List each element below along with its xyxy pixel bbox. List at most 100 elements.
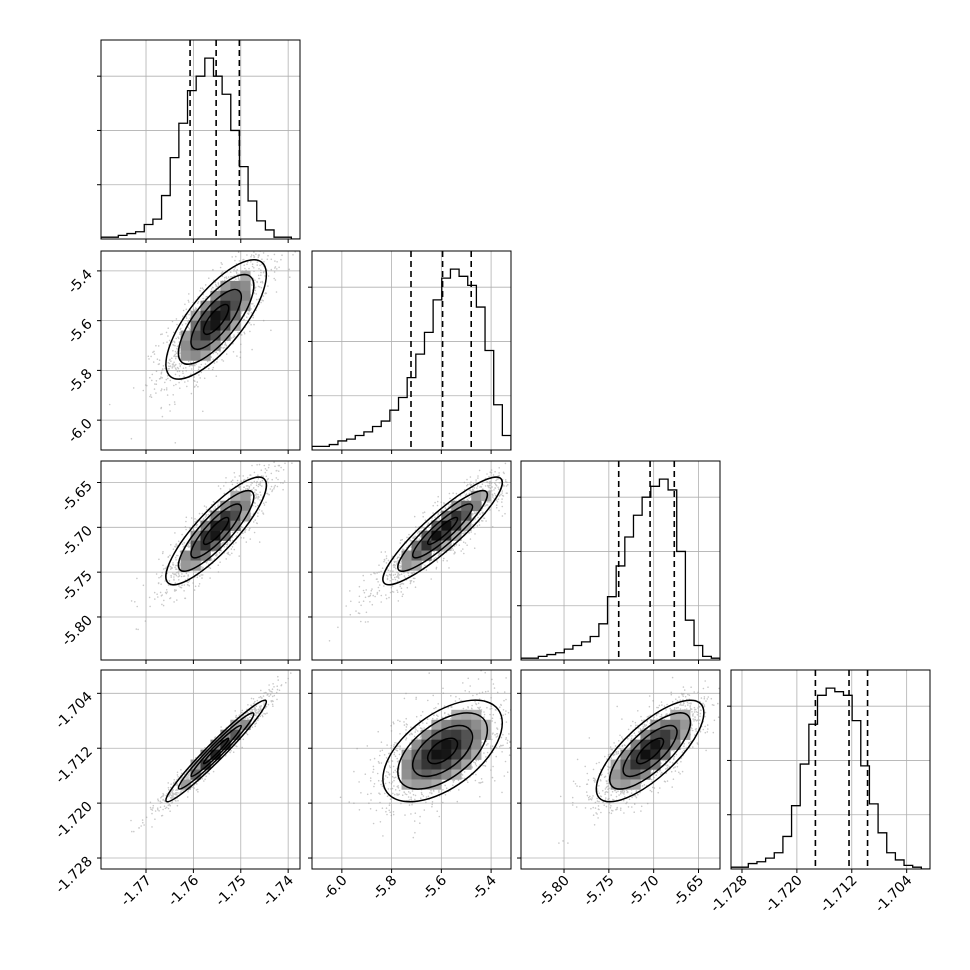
x-tick-label: -5.80 [536,873,573,910]
density-cell [640,729,651,740]
density-cell [210,300,221,311]
x-tick-label: -1.75 [213,873,250,910]
y-tick-label: -5.70 [59,523,96,560]
contour-line [177,273,255,365]
density-cell [200,340,211,351]
density-cell [471,500,482,512]
x-tick-label: -1.76 [165,872,202,909]
density-cell [210,330,221,341]
contour-line [177,712,255,790]
density-cell [431,520,442,531]
density-cell [451,759,462,770]
density-cell [180,560,191,571]
y-tick-label: -5.6 [65,316,96,347]
x-tick-label: -1.720 [762,873,805,916]
density-cell [471,749,482,760]
grid [101,40,300,239]
density-cell [210,510,221,521]
density-cell [190,560,201,571]
y-tick-label: -1.712 [53,744,96,787]
x-tick-label: -5.8 [370,873,401,904]
y-tick-label: -1.704 [53,689,96,732]
panel-frame [311,250,512,451]
density-cell [670,719,681,730]
contour-line [190,503,242,559]
density-cell [680,719,691,730]
density-cell [471,719,482,730]
panel-frame [311,669,512,870]
density-cell [220,729,231,740]
density-cell [431,729,442,740]
contour-line [426,516,459,546]
histogram-bars [312,268,511,450]
density-cell [180,330,191,341]
density-cell [200,520,211,531]
density-cell [401,759,412,770]
density-cell [441,719,452,730]
density-cell [421,550,432,561]
y-tick-label: -5.4 [65,266,96,297]
density-cell [200,300,211,311]
grid [731,670,930,869]
density-cell [240,490,251,502]
density-cell [630,759,641,770]
density-content [130,461,293,631]
density-cell [441,749,452,760]
contour-line [426,737,459,765]
contour-line [165,476,268,586]
density-cell [190,310,201,321]
density-cell [431,759,442,770]
density-content [108,251,297,444]
panel-3-3: -1.728 -1.720 -1.712 -1.704 [708,669,931,916]
density-cell [421,729,432,740]
histogram-bars [731,687,930,869]
density-cell [230,280,241,292]
density-cell [411,769,422,780]
density-cell [461,759,472,770]
density-cell [481,490,492,502]
contour-line [165,258,268,380]
y-tick-label: -5.75 [59,568,96,605]
panel-frame [100,460,301,661]
density-cell [431,779,442,790]
density-cell [230,300,241,311]
density-cell [230,320,241,331]
x-tick-label: -1.77 [118,873,155,910]
contour-line [202,516,230,546]
density-cell [220,510,231,521]
density-cell [471,729,482,740]
density-cell [431,719,442,730]
x-tick-label: -1.74 [260,872,297,909]
density-cell [220,290,231,302]
density-cell [240,510,251,521]
density-cell [411,749,422,760]
grid [521,461,720,660]
density-cell [230,290,241,302]
histogram-bars [521,478,720,660]
density-cell [451,510,462,521]
density-cell [401,769,412,780]
x-tick-label: -6.0 [320,873,351,904]
density-cell [401,550,412,561]
y-tick-label: -5.65 [59,478,96,515]
density-cell [240,270,251,282]
contour-line [397,712,489,790]
contour-line [411,724,474,778]
density-cell [220,280,231,292]
density-cell [461,719,472,730]
panel-0-0 [97,39,301,243]
density-cell [610,759,621,770]
density-cell [200,759,211,770]
density-content [130,670,295,833]
panel-3-1: -6.0 -5.8 -5.6 -5.4 [308,669,512,904]
density-cell [461,500,472,512]
density-cell [441,759,452,770]
density-cell [421,779,432,790]
density-cell [680,709,691,721]
y-tick-label: -5.80 [59,612,96,649]
density-cell [610,779,621,790]
x-tick-label: -5.65 [670,873,707,910]
density-cell [670,729,681,740]
density-cell [451,500,462,512]
